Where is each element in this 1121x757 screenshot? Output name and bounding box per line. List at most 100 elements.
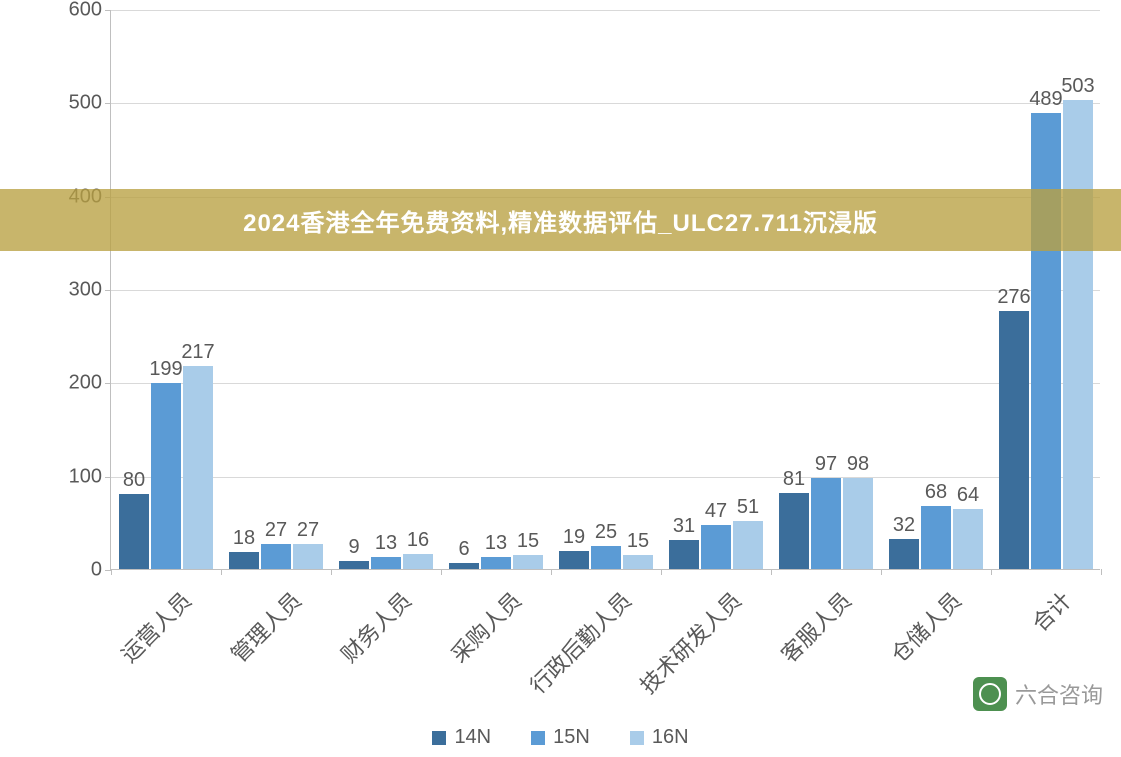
y-tick-label: 400: [69, 185, 102, 208]
legend: 14N 15N 16N: [0, 726, 1121, 749]
bar-group: 80 199217: [111, 10, 221, 569]
bar-value-label: 31: [673, 515, 695, 538]
x-tickmark: [661, 569, 662, 575]
bar: [953, 509, 983, 569]
bar-group: 32 68 64: [881, 10, 991, 569]
bar-group: 276 489503: [991, 10, 1101, 569]
y-tick-label: 300: [69, 279, 102, 302]
bar: [293, 544, 323, 569]
bar: [999, 311, 1029, 569]
x-tickmark: [1101, 569, 1102, 575]
x-tickmark: [221, 569, 222, 575]
y-tick-label: 500: [69, 92, 102, 115]
x-tickmark: [331, 569, 332, 575]
x-tickmark: [551, 569, 552, 575]
bar-value-label: 25: [595, 521, 617, 544]
bar-group: 81 97 98: [771, 10, 881, 569]
x-tickmark: [881, 569, 882, 575]
x-axis-label: 合计: [1024, 584, 1078, 638]
bar: [119, 494, 149, 569]
legend-swatch: [432, 731, 446, 745]
bar-value-label: 217: [181, 341, 214, 364]
bar-value-label: 47: [705, 500, 727, 523]
bar: [261, 544, 291, 569]
bar-value-label: 81: [783, 468, 805, 491]
legend-label: 15N: [553, 726, 590, 749]
bar-value-label: 199: [149, 358, 182, 381]
bar-value-label: 80: [123, 469, 145, 492]
bar: [669, 540, 699, 569]
x-tickmark: [111, 569, 112, 575]
legend-item: 15N: [531, 726, 590, 749]
bar-value-label: 16: [407, 529, 429, 552]
y-tick-label: 100: [69, 465, 102, 488]
x-axis-label: 采购人员: [443, 584, 528, 669]
bar-value-label: 19: [563, 526, 585, 549]
x-axis-label: 客服人员: [773, 584, 858, 669]
y-tick-label: 600: [69, 0, 102, 22]
bar-value-label: 98: [847, 453, 869, 476]
bar: [559, 551, 589, 569]
bar-value-label: 6: [458, 538, 469, 561]
bar: [403, 554, 433, 569]
bar: [513, 555, 543, 569]
bar: [733, 521, 763, 569]
bar-value-label: 276: [997, 286, 1030, 309]
bar-value-label: 64: [957, 484, 979, 507]
watermark: 六合咨询: [973, 677, 1103, 711]
bar: [371, 557, 401, 569]
chart-area: 0100200300400500600 80199217182727913166…: [60, 10, 1100, 570]
legend-label: 14N: [454, 726, 491, 749]
x-tickmark: [771, 569, 772, 575]
watermark-text: 六合咨询: [1015, 678, 1103, 710]
x-tickmark: [441, 569, 442, 575]
y-tick-label: 0: [91, 559, 102, 582]
bar: [1063, 100, 1093, 569]
bar: [229, 552, 259, 569]
bar: [843, 478, 873, 569]
bar: [339, 561, 369, 569]
bar: [811, 478, 841, 569]
bar: [701, 525, 731, 569]
plot-area: 80 199217 18 27 27 9 13 16 6 13 15 19 25 15 31 47 51 81 97…: [110, 10, 1100, 570]
x-axis-label: 技术研发人员: [632, 584, 748, 700]
bar-value-label: 15: [517, 530, 539, 553]
bar: [921, 506, 951, 569]
bar: [151, 383, 181, 569]
legend-label: 16N: [652, 726, 689, 749]
legend-swatch: [630, 731, 644, 745]
bar: [481, 557, 511, 569]
x-axis-label: 仓储人员: [883, 584, 968, 669]
bar-value-label: 27: [265, 519, 287, 542]
bar-group: 9 13 16: [331, 10, 441, 569]
bar: [1031, 113, 1061, 569]
legend-item: 16N: [630, 726, 689, 749]
x-axis-label: 管理人员: [223, 584, 308, 669]
bar-group: 31 47 51: [661, 10, 771, 569]
legend-item: 14N: [432, 726, 491, 749]
bar: [591, 546, 621, 569]
bar: [183, 366, 213, 569]
bar-value-label: 18: [233, 527, 255, 550]
bar-value-label: 9: [348, 536, 359, 559]
bar-value-label: 68: [925, 481, 947, 504]
y-tick-label: 200: [69, 372, 102, 395]
bar-group: 19 25 15: [551, 10, 661, 569]
legend-swatch: [531, 731, 545, 745]
bar: [779, 493, 809, 569]
bar-value-label: 51: [737, 496, 759, 519]
bar-value-label: 32: [893, 514, 915, 537]
bar-value-label: 97: [815, 453, 837, 476]
bar-value-label: 27: [297, 519, 319, 542]
bar-value-label: 489: [1029, 88, 1062, 111]
bar: [623, 555, 653, 569]
bar-value-label: 13: [375, 532, 397, 555]
x-axis-label: 财务人员: [333, 584, 418, 669]
x-tickmark: [991, 569, 992, 575]
bar-group: 18 27 27: [221, 10, 331, 569]
wechat-icon: [973, 677, 1007, 711]
bar-value-label: 15: [627, 530, 649, 553]
bar-value-label: 13: [485, 532, 507, 555]
bar: [889, 539, 919, 569]
bar-value-label: 503: [1061, 75, 1094, 98]
